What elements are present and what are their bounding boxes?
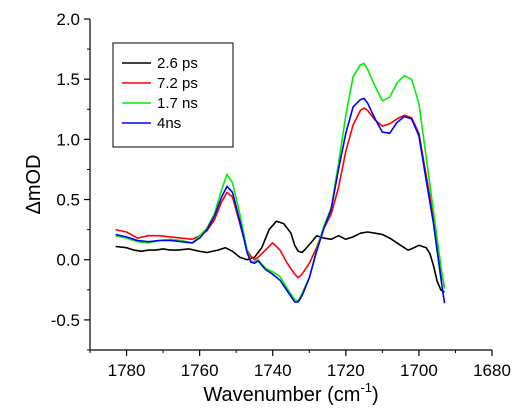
- legend-label: 1.7 ns: [157, 95, 198, 112]
- legend-label: 2.6 ps: [157, 55, 198, 72]
- x-tick-label: 1680: [473, 361, 511, 380]
- y-tick-label: -0.5: [51, 311, 80, 330]
- series-lines: [115, 62, 446, 304]
- y-axis-title: ΔmOD: [23, 154, 45, 214]
- y-tick-label: 1.5: [56, 70, 80, 89]
- x-axis-title-suffix: ): [372, 384, 379, 406]
- x-tick-label: 1760: [181, 361, 219, 380]
- legend-box: [112, 42, 234, 148]
- y-tick-label: 0.5: [56, 191, 80, 210]
- series-line-2: [115, 107, 446, 287]
- x-axis-title: Wavenumber (cm-1): [203, 380, 378, 406]
- legend-label: 7.2 ps: [157, 75, 198, 92]
- series-line-1: [115, 220, 445, 293]
- x-tick-label: 1720: [327, 361, 365, 380]
- y-tick-label: 1.0: [56, 130, 80, 149]
- x-tick-label: 1700: [400, 361, 438, 380]
- legend-label: 4ns: [157, 115, 181, 132]
- series-line-4: [115, 97, 446, 304]
- y-tick-label: 0.0: [56, 251, 80, 270]
- legend: 2.6 ps 7.2 ps 1.7 ns 4ns: [112, 42, 234, 148]
- x-tick-label: 1740: [254, 361, 292, 380]
- x-axis-title-main: Wavenumber (cm: [203, 384, 360, 406]
- series-line-3: [115, 62, 446, 302]
- y-tick-label: 2.0: [56, 10, 80, 29]
- axes: -0.5 0.0 0.5 1.0 1.5 2.0 1780 1760 1740 1720 1700 1…: [51, 10, 511, 380]
- x-tick-label: 1780: [108, 361, 146, 380]
- x-axis-title-superscript: -1: [360, 380, 372, 395]
